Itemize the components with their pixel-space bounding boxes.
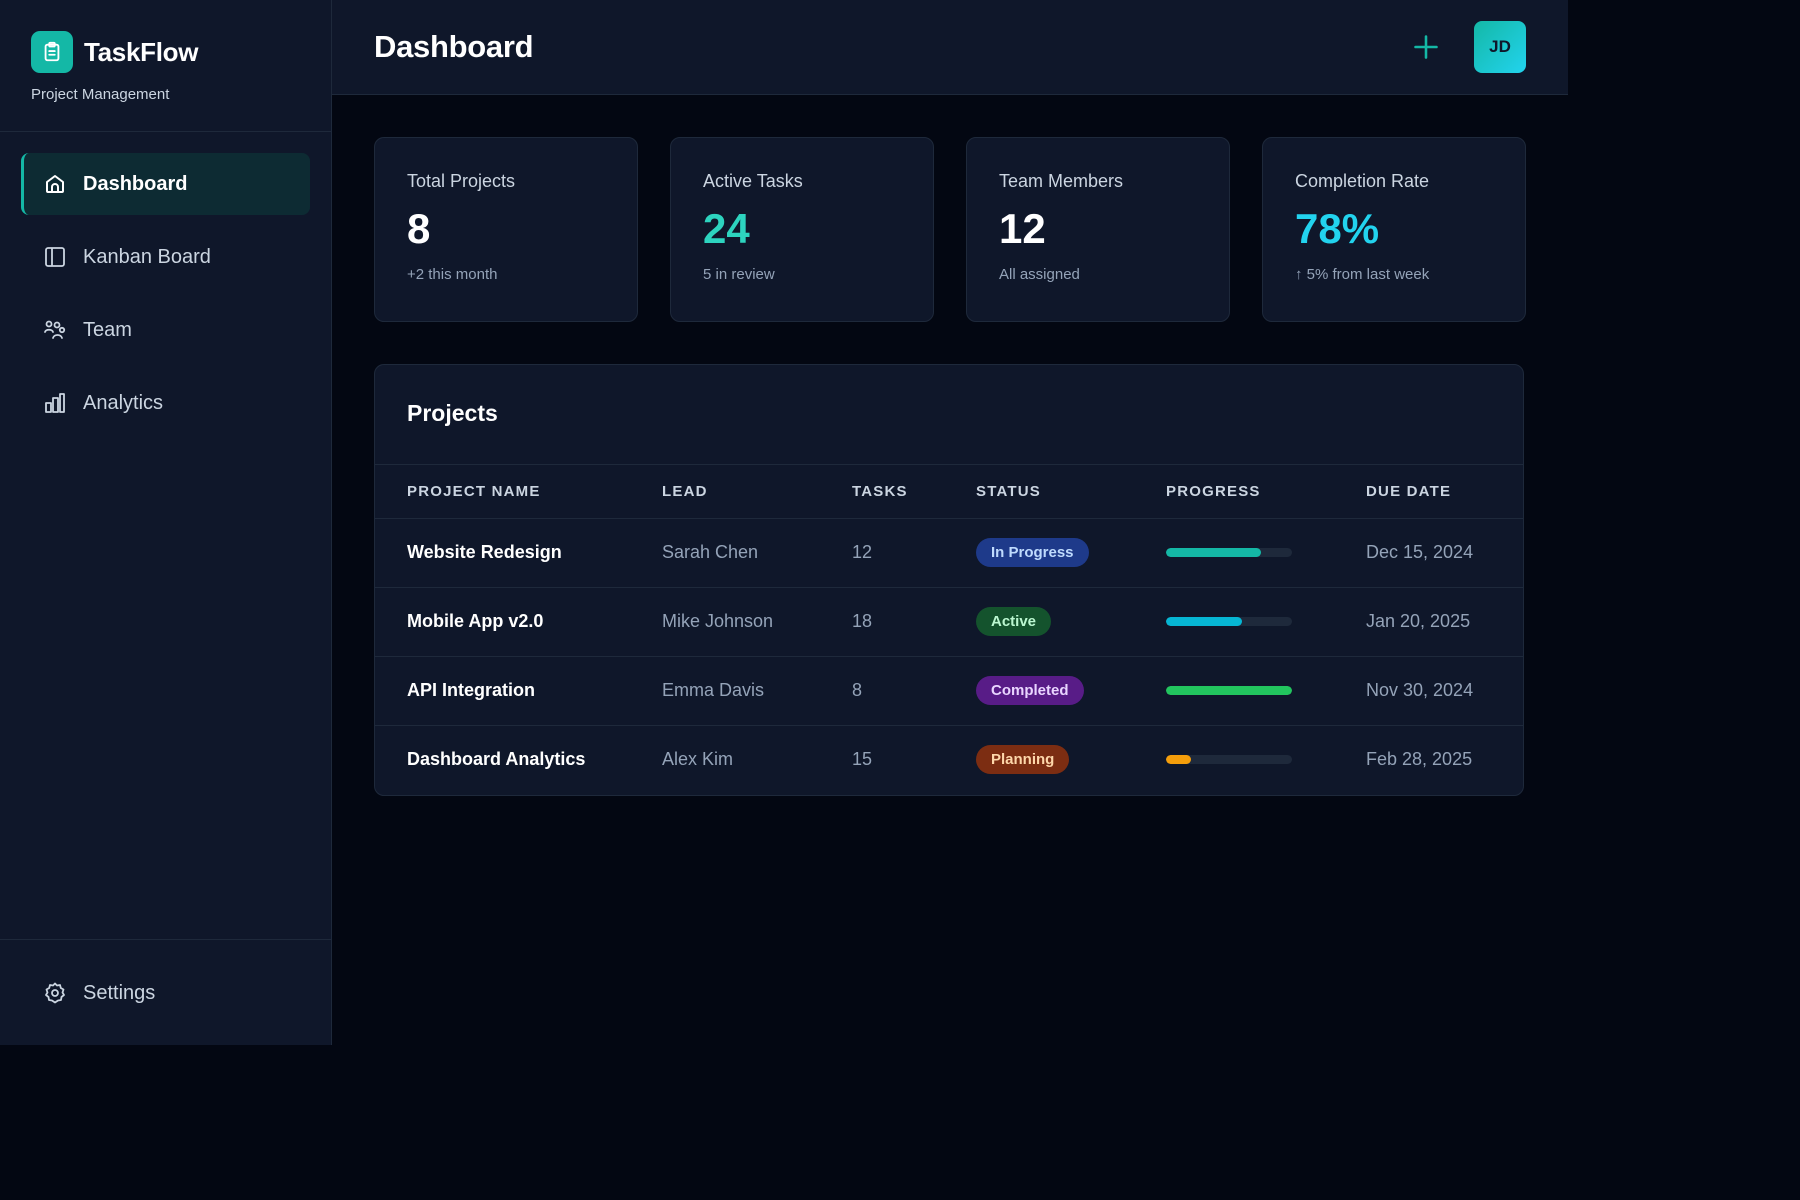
table-row[interactable]: Mobile App v2.0 Mike Johnson 18 Active J… [375, 587, 1523, 657]
stat-value: 24 [703, 205, 750, 252]
table-header-row: PROJECT NAME LEAD TASKS STATUS PROGRESS … [375, 465, 1523, 519]
project-name[interactable]: Dashboard Analytics [407, 749, 586, 770]
column-header[interactable]: DUE DATE [1366, 465, 1523, 519]
stat-card-team-members: Team Members 12 All assigned [966, 137, 1230, 322]
stat-value: 12 [999, 205, 1046, 252]
table-row[interactable]: API Integration Emma Davis 8 Completed N… [375, 656, 1523, 726]
team-icon [43, 318, 67, 342]
app: TaskFlow Project Management Dashboard [0, 0, 1568, 1045]
sidebar-nav: Dashboard Kanban Board [0, 132, 331, 939]
plus-icon [1414, 35, 1438, 59]
avatar[interactable]: JD [1474, 21, 1526, 73]
project-tasks: 18 [852, 587, 976, 657]
progress-fill [1166, 617, 1242, 626]
sidebar-item-label: Dashboard [83, 172, 188, 195]
brand-subtitle: Project Management [31, 86, 170, 103]
table-row[interactable]: Website Redesign Sarah Chen 12 In Progre… [375, 518, 1523, 588]
projects-table: PROJECT NAME LEAD TASKS STATUS PROGRESS … [375, 465, 1523, 794]
projects-header: Projects [375, 365, 1523, 465]
clipboard-icon [31, 31, 73, 73]
project-name[interactable]: API Integration [375, 656, 662, 726]
project-lead: Emma Davis [662, 656, 852, 726]
sidebar-item-kanban-board[interactable]: Kanban Board [21, 226, 310, 288]
project-tasks: 15 [852, 749, 873, 770]
stat-label: Team Members [999, 171, 1124, 191]
column-header[interactable]: LEAD [662, 465, 852, 519]
stat-sub: 5 in review [703, 266, 775, 283]
projects-title: Projects [407, 400, 498, 426]
progress-bar [1166, 617, 1292, 626]
status-badge: Planning [976, 745, 1070, 775]
status-badge: Completed [976, 676, 1084, 705]
due-date: Dec 15, 2024 [1366, 518, 1523, 588]
stat-label: Completion Rate [1295, 171, 1430, 191]
brand-row: TaskFlow [31, 31, 300, 73]
table-row[interactable]: Dashboard Analytics Alex Kim 15 Planning… [375, 725, 1523, 794]
sidebar-item-label: Kanban Board [83, 245, 211, 268]
column-header[interactable]: TASKS [852, 465, 976, 519]
sidebar: TaskFlow Project Management Dashboard [0, 0, 332, 1045]
page-title: Dashboard [374, 29, 534, 64]
stat-card-active-tasks: Active Tasks 24 5 in review [670, 137, 934, 322]
sidebar-item-analytics[interactable]: Analytics [21, 372, 310, 434]
project-tasks: 12 [852, 518, 976, 588]
gear-icon [43, 981, 67, 1005]
sidebar-item-label: Analytics [83, 391, 164, 414]
due-date: Feb 28, 2025 [1366, 749, 1473, 770]
bar-chart-icon [43, 391, 67, 415]
projects-panel: Projects PROJECT NAME LEAD TASKS STATUS … [374, 364, 1524, 796]
progress-fill [1166, 548, 1261, 557]
sidebar-item-label: Team [83, 318, 132, 341]
column-header[interactable]: PROJECT NAME [375, 465, 662, 519]
sidebar-item-label: Settings [83, 981, 156, 1004]
sidebar-item-settings[interactable]: Settings [21, 970, 310, 1016]
stat-label: Total Projects [407, 171, 516, 191]
top-actions: JD [1408, 21, 1526, 73]
stat-label: Active Tasks [703, 171, 803, 191]
column-header[interactable]: PROGRESS [1166, 465, 1366, 519]
progress-bar [1166, 755, 1292, 765]
brand-name: TaskFlow [84, 36, 199, 67]
sidebar-item-team[interactable]: Team [21, 299, 310, 361]
topbar: Dashboard JD [332, 0, 1568, 95]
progress-fill [1166, 686, 1292, 695]
project-tasks: 8 [852, 656, 976, 726]
stat-card-completion-rate: Completion Rate 78% ↑ 5% from last week [1262, 137, 1526, 322]
brand: TaskFlow Project Management [0, 0, 331, 132]
progress-bar [1166, 686, 1292, 695]
stat-value: 78% [1295, 205, 1380, 252]
stat-sub: +2 this month [407, 266, 498, 283]
due-date: Nov 30, 2024 [1366, 656, 1523, 726]
status-badge: Active [976, 607, 1052, 636]
kanban-icon [43, 245, 67, 269]
project-lead: Alex Kim [662, 749, 734, 770]
sidebar-footer: Settings [0, 939, 331, 1045]
due-date: Jan 20, 2025 [1366, 587, 1523, 657]
stat-sub: All assigned [999, 266, 1080, 283]
column-header[interactable]: STATUS [976, 465, 1166, 519]
home-icon [43, 172, 67, 196]
stats-row: Total Projects 8 +2 this month Active Ta… [374, 137, 1526, 322]
progress-fill [1166, 755, 1192, 765]
project-lead: Sarah Chen [662, 518, 852, 588]
stat-card-total-projects: Total Projects 8 +2 this month [374, 137, 638, 322]
project-lead: Mike Johnson [662, 587, 852, 657]
status-badge: In Progress [976, 538, 1089, 567]
main: Dashboard JD Total Projects 8 +2 this mo… [332, 0, 1568, 1045]
add-button[interactable] [1408, 29, 1444, 65]
content: Total Projects 8 +2 this month Active Ta… [332, 95, 1568, 796]
project-name[interactable]: Website Redesign [375, 518, 662, 588]
sidebar-item-dashboard[interactable]: Dashboard [21, 153, 310, 215]
progress-bar [1166, 548, 1292, 557]
stat-sub: ↑ 5% from last week [1295, 266, 1430, 283]
stat-value: 8 [407, 205, 431, 252]
project-name[interactable]: Mobile App v2.0 [375, 587, 662, 657]
